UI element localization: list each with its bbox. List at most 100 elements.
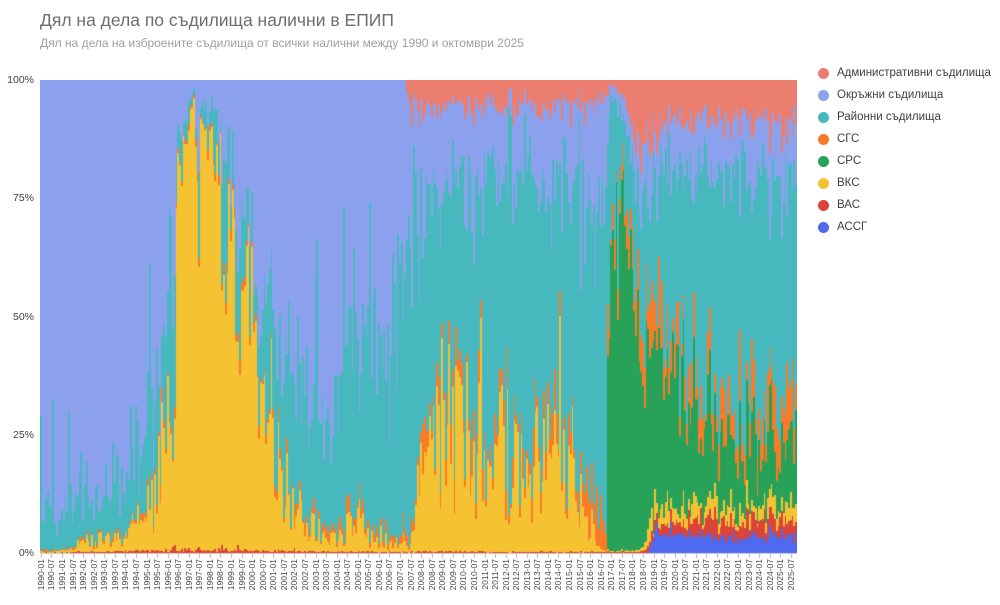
- legend-item[interactable]: СГС: [818, 128, 991, 150]
- x-axis-tick-label: 1998-01: [204, 559, 215, 591]
- x-axis-tick-label: 1999-07: [236, 559, 247, 591]
- x-axis-tick-label: 1995-07: [152, 559, 163, 591]
- x-axis-tick-label: 2017-07: [616, 559, 627, 591]
- x-axis-tick-label: 2019-07: [659, 559, 670, 591]
- chart-title: Дял на дела по съдилища налични в ЕПИП: [40, 10, 394, 30]
- y-axis-tick-label: 0%: [18, 547, 34, 559]
- x-axis-tick-label: 2011-01: [479, 559, 490, 590]
- legend-item[interactable]: Административни съдилища: [818, 62, 991, 84]
- legend-swatch-icon: [818, 199, 829, 211]
- x-axis-tick-label: 2009-01: [437, 559, 448, 591]
- x-axis-tick-label: 2015-01: [564, 559, 575, 591]
- x-axis-tick-label: 2025-07: [785, 559, 796, 591]
- legend-item-label: Административни съдилища: [837, 67, 991, 79]
- legend-swatch-icon: [818, 89, 829, 101]
- x-axis-tick-label: 1996-07: [173, 559, 184, 591]
- x-axis-tick-label: 1999-01: [226, 559, 236, 591]
- x-axis-tick-label: 2024-07: [764, 559, 775, 591]
- x-axis-tick-label: 2020-01: [669, 559, 680, 591]
- legend-item-label: АССГ: [837, 221, 868, 233]
- legend-item[interactable]: ВКС: [818, 172, 991, 194]
- x-axis-tick-label: 1993-01: [99, 559, 110, 591]
- x-axis-tick-label: 1992-07: [88, 559, 99, 591]
- x-axis-tick-label: 2002-07: [299, 559, 310, 591]
- x-axis-tick-label: 2009-07: [447, 559, 458, 591]
- x-axis-tick-label: 2023-07: [743, 559, 754, 591]
- x-axis-tick-label: 1997-07: [194, 559, 205, 591]
- legend-swatch-icon: [818, 67, 829, 79]
- x-axis-tick-label: 1997-01: [183, 559, 194, 591]
- x-axis-tick-label: 2005-01: [352, 559, 363, 591]
- x-axis-tick-label: 2015-07: [574, 559, 585, 591]
- x-axis-tick-label: 2013-01: [521, 559, 532, 591]
- x-axis-tick-label: 1990-01: [35, 559, 46, 591]
- x-axis-tick-label: 2006-01: [373, 559, 384, 591]
- x-axis-tick-label: 1990-07: [46, 559, 57, 591]
- x-axis-tick-label: 2006-07: [384, 559, 395, 591]
- x-axis-tick-label: 2022-07: [722, 559, 733, 591]
- x-axis-tick-label: 2016-01: [585, 559, 596, 591]
- x-axis-tick-label: 2010-07: [468, 559, 479, 591]
- x-axis-tick-label: 2011-07: [490, 559, 501, 590]
- x-axis-tick-label: 2018-01: [627, 559, 638, 591]
- legend-item[interactable]: Районни съдилища: [818, 106, 991, 128]
- x-axis-tick-label: 2022-01: [711, 559, 722, 591]
- y-axis-tick-label: 50%: [12, 310, 34, 323]
- y-axis-tick-label: 100%: [7, 74, 34, 86]
- x-axis-tick-label: 2003-01: [310, 559, 321, 591]
- legend-item[interactable]: СРС: [818, 150, 991, 172]
- x-axis-tick-label: 1994-07: [130, 559, 141, 591]
- x-axis-tick-label: 2005-07: [363, 559, 374, 591]
- legend-item-label: Окръжни съдилища: [837, 89, 944, 101]
- legend-item-label: СРС: [837, 155, 862, 167]
- x-axis-tick-label: 2007-07: [405, 559, 416, 591]
- x-axis-tick-label: 2001-07: [278, 559, 289, 591]
- x-axis-tick-label: 2014-01: [542, 559, 553, 591]
- x-axis-tick-label: 2003-07: [321, 559, 332, 591]
- x-axis-tick-label: 2000-07: [257, 559, 268, 591]
- x-axis-tick-label: 1991-07: [67, 559, 78, 591]
- x-axis-tick-label: 2007-01: [395, 559, 405, 591]
- legend-item[interactable]: Окръжни съдилища: [818, 84, 991, 106]
- x-axis-tick-label: 1998-07: [215, 559, 226, 591]
- x-axis-tick-label: 2021-07: [701, 559, 712, 591]
- chart-subtitle: Дял на дела на изброените съдилища от вс…: [40, 36, 524, 50]
- legend-swatch-icon: [818, 221, 829, 233]
- x-axis-tick-label: 1996-01: [162, 559, 173, 591]
- x-axis-tick-label: 2021-01: [690, 559, 701, 591]
- x-axis-tick-label: 2019-01: [648, 559, 659, 591]
- legend-item-label: ВАС: [837, 199, 861, 211]
- y-axis-tick-label: 25%: [12, 428, 34, 441]
- x-axis-tick-label: 2014-07: [553, 559, 564, 591]
- x-axis-tick-label: 2002-01: [289, 559, 300, 591]
- x-axis-tick-label: 2018-07: [637, 559, 648, 591]
- legend-item[interactable]: АССГ: [818, 216, 991, 238]
- legend-item[interactable]: ВАС: [818, 194, 991, 216]
- x-axis-tick-label: 2020-07: [680, 559, 691, 591]
- x-axis-tick-label: 1995-01: [141, 559, 152, 591]
- legend-item-label: СГС: [837, 133, 860, 145]
- legend-swatch-icon: [818, 133, 829, 145]
- x-axis-tick-label: 2025-01: [775, 559, 786, 591]
- legend: Административни съдилища Окръжни съдилища…: [818, 62, 991, 238]
- x-axis-tick-label: 2024-01: [754, 559, 765, 591]
- x-axis-tick-label: 2010-01: [458, 559, 469, 591]
- x-axis-tick-label: 1994-01: [120, 559, 131, 591]
- x-axis-tick-label: 2004-01: [331, 559, 342, 591]
- x-axis-tick-label: 2001-01: [268, 559, 279, 591]
- x-axis-tick-label: 2008-07: [426, 559, 437, 591]
- x-axis-tick-label: 2012-07: [511, 559, 522, 591]
- x-axis-tick-label: 2017-01: [606, 559, 617, 591]
- x-axis-tick-label: 2016-07: [595, 559, 606, 591]
- y-axis-tick-label: 75%: [12, 192, 34, 205]
- x-axis-tick-label: 2013-07: [532, 559, 543, 591]
- x-axis-tick-label: 2012-01: [500, 559, 511, 591]
- legend-swatch-icon: [818, 177, 829, 189]
- legend-item-label: Районни съдилища: [837, 111, 941, 123]
- x-axis-tick-label: 2008-01: [416, 559, 427, 591]
- stacked-area-plot[interactable]: [40, 80, 797, 558]
- x-axis-tick-label: 1992-01: [78, 559, 89, 591]
- legend-swatch-icon: [818, 111, 829, 123]
- x-axis-tick-label: 2023-01: [733, 559, 744, 591]
